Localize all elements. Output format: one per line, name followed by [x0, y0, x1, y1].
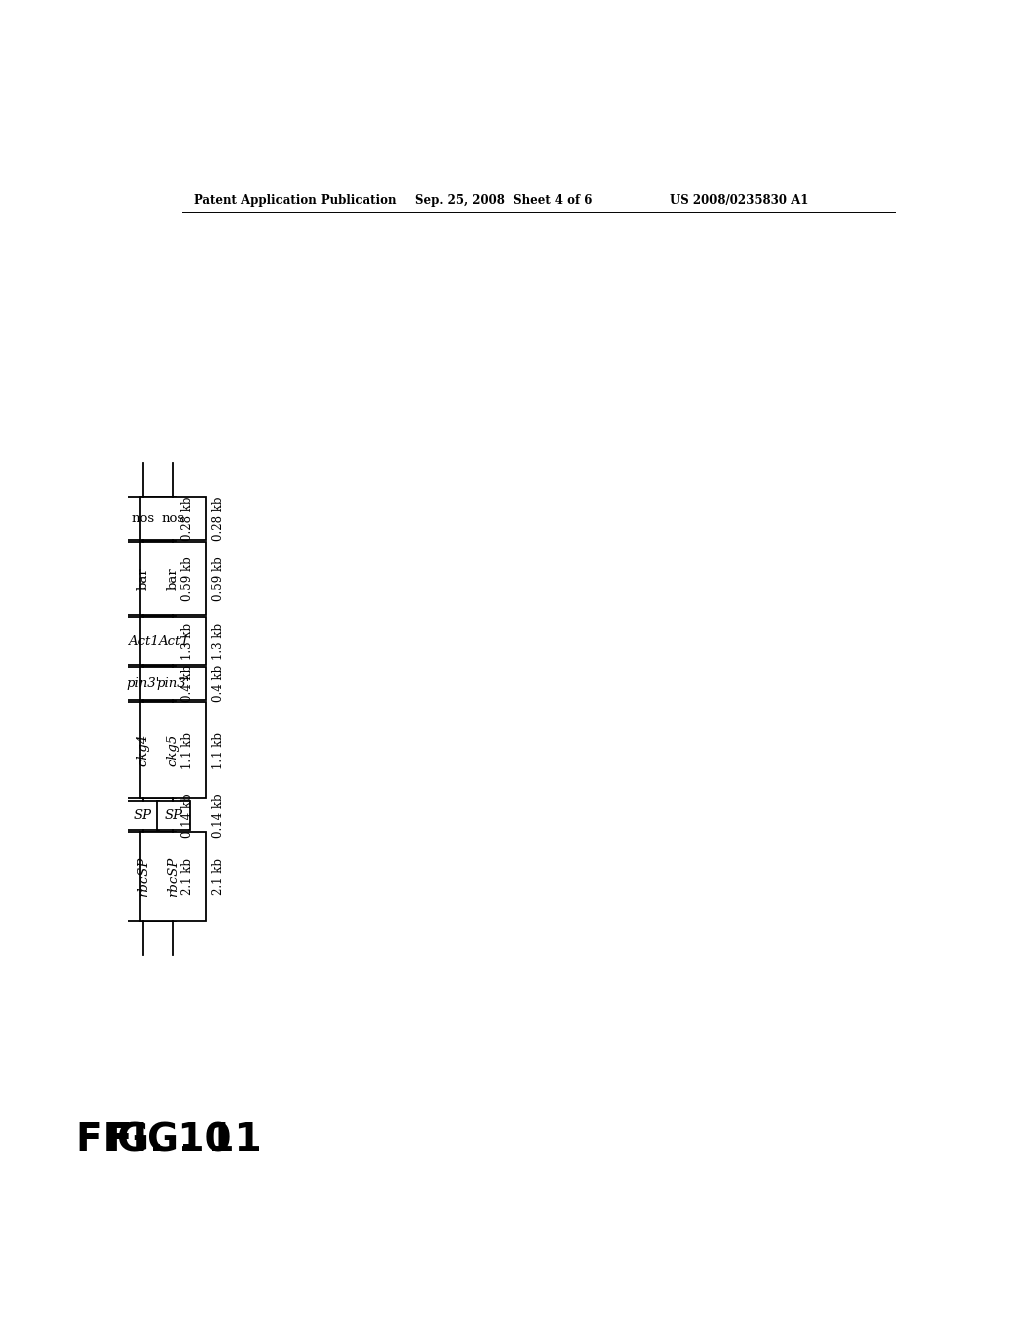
- Text: 0.14 kb: 0.14 kb: [181, 793, 195, 837]
- Text: nos: nos: [131, 512, 155, 525]
- Bar: [157, 800, 189, 830]
- Text: bar: bar: [167, 568, 180, 590]
- Text: pin3': pin3': [157, 677, 190, 690]
- Text: 0.14 kb: 0.14 kb: [212, 793, 224, 837]
- Text: 0.28 kb: 0.28 kb: [181, 496, 195, 541]
- Text: 1.3 kb: 1.3 kb: [212, 623, 224, 660]
- Text: US 2008/0235830 A1: US 2008/0235830 A1: [671, 194, 809, 207]
- Text: rbcSP: rbcSP: [136, 857, 150, 896]
- Text: pin3': pin3': [127, 677, 160, 690]
- Text: Act1: Act1: [158, 635, 188, 648]
- Text: SP: SP: [134, 809, 153, 822]
- Bar: [140, 832, 206, 921]
- Bar: [111, 498, 176, 540]
- Bar: [111, 832, 176, 921]
- Text: 0.59 kb: 0.59 kb: [181, 556, 195, 601]
- Bar: [140, 498, 206, 540]
- Text: Act1: Act1: [128, 635, 159, 648]
- Bar: [127, 800, 160, 830]
- Text: FIG. 10: FIG. 10: [76, 1122, 231, 1160]
- Text: ckg5: ckg5: [167, 734, 180, 767]
- Text: ckg4: ckg4: [136, 734, 150, 767]
- Text: 2.1 kb: 2.1 kb: [212, 858, 224, 895]
- Bar: [111, 541, 176, 615]
- Text: nos: nos: [162, 512, 185, 525]
- Text: SP: SP: [164, 809, 182, 822]
- Text: 0.4 kb: 0.4 kb: [181, 665, 195, 702]
- Text: 0.28 kb: 0.28 kb: [212, 496, 224, 541]
- Text: 1.1 kb: 1.1 kb: [212, 731, 224, 768]
- Text: 1.3 kb: 1.3 kb: [181, 623, 195, 660]
- Text: FIG. 11: FIG. 11: [106, 1122, 262, 1160]
- Bar: [140, 702, 206, 799]
- Text: 1.1 kb: 1.1 kb: [181, 731, 195, 768]
- Bar: [111, 668, 176, 700]
- Text: 0.4 kb: 0.4 kb: [212, 665, 224, 702]
- Bar: [140, 618, 206, 665]
- Bar: [111, 702, 176, 799]
- Text: Sep. 25, 2008  Sheet 4 of 6: Sep. 25, 2008 Sheet 4 of 6: [415, 194, 592, 207]
- Bar: [140, 668, 206, 700]
- Text: bar: bar: [136, 568, 150, 590]
- Text: 0.59 kb: 0.59 kb: [212, 556, 224, 601]
- Text: Patent Application Publication: Patent Application Publication: [194, 194, 396, 207]
- Bar: [140, 541, 206, 615]
- Text: 2.1 kb: 2.1 kb: [181, 858, 195, 895]
- Bar: [111, 618, 176, 665]
- Text: rbcSP: rbcSP: [167, 857, 180, 896]
